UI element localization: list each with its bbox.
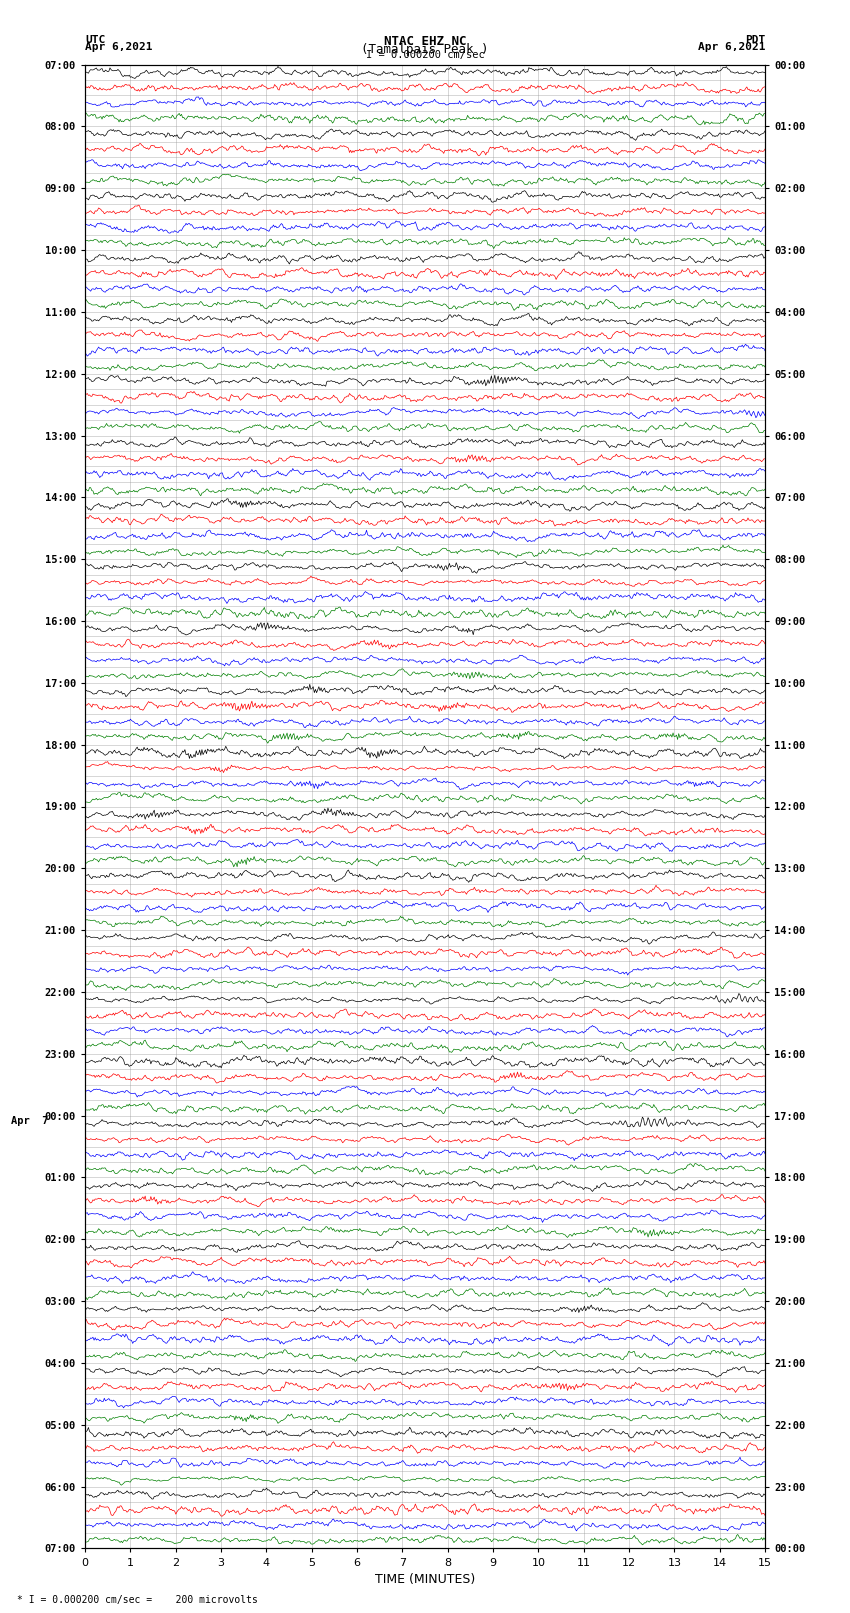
Text: I = 0.000200 cm/sec: I = 0.000200 cm/sec: [366, 50, 484, 60]
Text: UTC: UTC: [85, 35, 105, 45]
Text: Apr 6,2021: Apr 6,2021: [698, 42, 765, 52]
Text: (Tamalpais Peak ): (Tamalpais Peak ): [361, 44, 489, 56]
Text: Apr  7: Apr 7: [11, 1116, 48, 1126]
Text: * I = 0.000200 cm/sec =    200 microvolts: * I = 0.000200 cm/sec = 200 microvolts: [17, 1595, 258, 1605]
Text: NTAC EHZ NC: NTAC EHZ NC: [383, 35, 467, 48]
Text: PDT: PDT: [745, 35, 765, 45]
X-axis label: TIME (MINUTES): TIME (MINUTES): [375, 1573, 475, 1586]
Text: Apr 6,2021: Apr 6,2021: [85, 42, 152, 52]
